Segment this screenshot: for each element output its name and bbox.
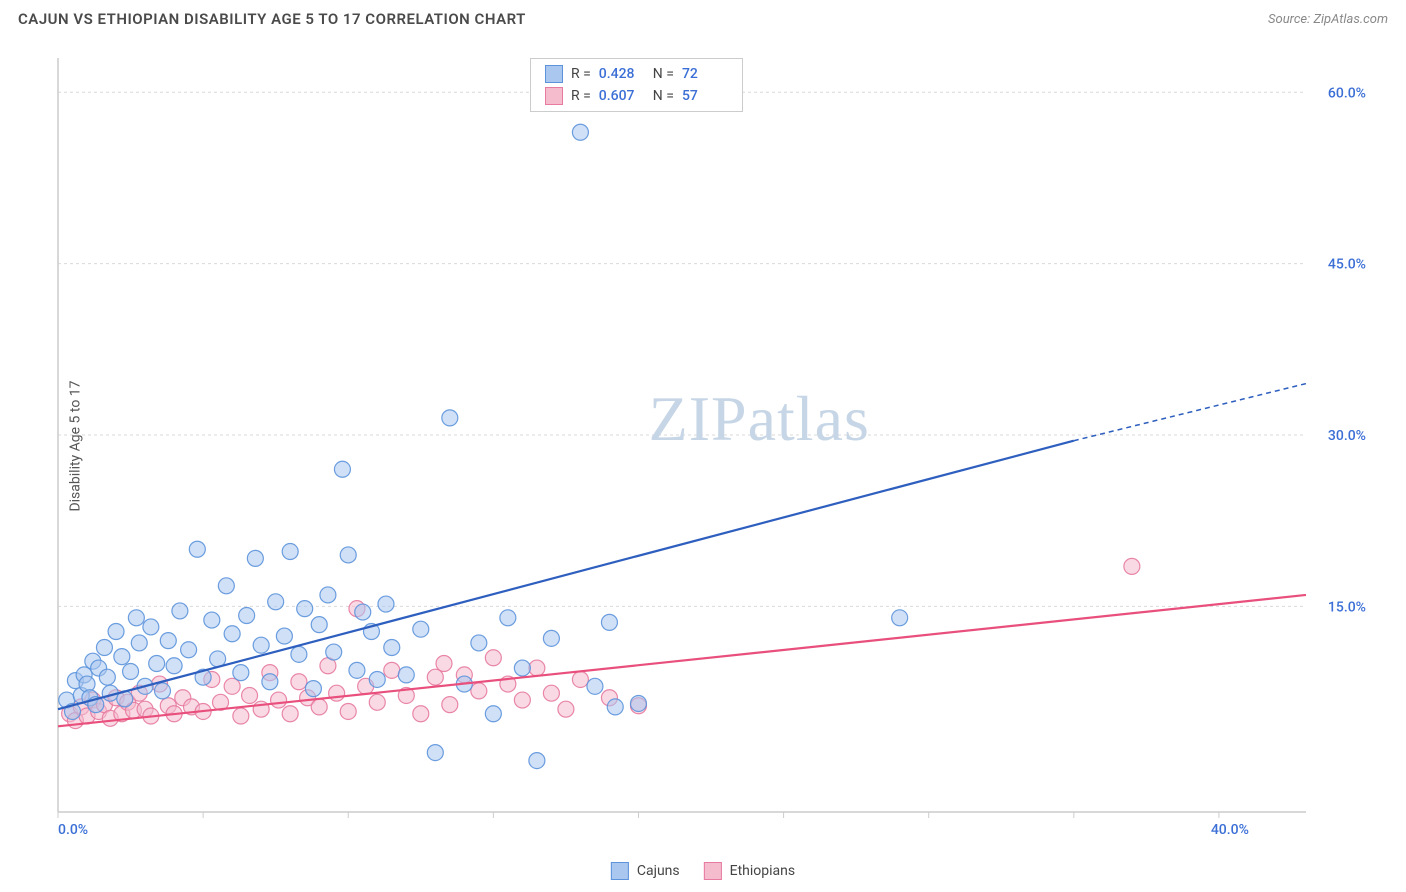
series-legend: Cajuns Ethiopians [611,862,795,880]
n-label: N = [653,66,674,82]
svg-text:0.0%: 0.0% [58,822,88,838]
svg-text:60.0%: 60.0% [1328,85,1366,101]
correlation-legend-row-cajuns: R = 0.428 N = 72 [531,63,742,85]
plot-area: 0.0% 40.0% 15.0% 30.0% 45.0% 60.0% [50,50,1376,842]
series-legend-cajuns: Cajuns [611,862,680,880]
scatter-chart: 0.0% 40.0% 15.0% 30.0% 45.0% 60.0% [50,50,1376,842]
series-label-cajuns: Cajuns [637,863,680,879]
svg-text:15.0%: 15.0% [1328,599,1366,615]
source-name: ZipAtlas.com [1313,12,1388,27]
legend-swatch-cajuns [611,862,629,880]
series-legend-ethiopians: Ethiopians [704,862,795,880]
r-label: R = [571,88,591,104]
correlation-legend: R = 0.428 N = 72 R = 0.607 N = 57 [530,58,743,112]
correlation-legend-row-ethiopians: R = 0.607 N = 57 [531,85,742,107]
svg-text:45.0%: 45.0% [1328,257,1366,273]
n-label: N = [653,88,674,104]
chart-title: CAJUN VS ETHIOPIAN DISABILITY AGE 5 TO 1… [18,10,526,28]
legend-swatch-cajuns [545,65,563,83]
series-label-ethiopians: Ethiopians [730,863,795,879]
legend-swatch-ethiopians [704,862,722,880]
svg-text:30.0%: 30.0% [1328,428,1366,444]
r-value-ethiopians: 0.607 [599,88,645,104]
n-value-ethiopians: 57 [682,88,728,104]
svg-text:40.0%: 40.0% [1211,822,1249,838]
source-label: Source: [1268,12,1310,27]
r-value-cajuns: 0.428 [599,66,645,82]
r-label: R = [571,66,591,82]
n-value-cajuns: 72 [682,66,728,82]
legend-swatch-ethiopians [545,87,563,105]
source-attribution: Source: ZipAtlas.com [1268,12,1388,27]
